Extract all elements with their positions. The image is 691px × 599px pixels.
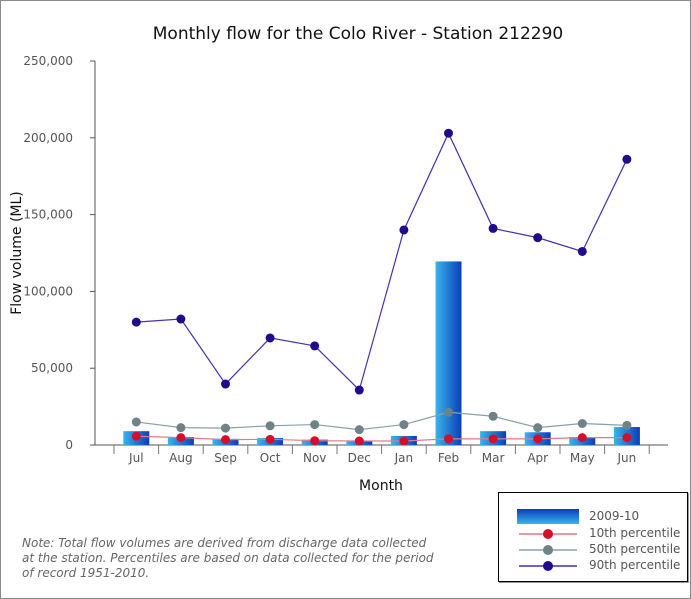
data-point [265,421,275,431]
x-tick-label: Oct [260,451,281,465]
data-point [176,423,186,433]
x-tick-label: Jan [394,451,414,465]
data-point [310,436,320,446]
data-point [533,423,543,433]
data-point [131,317,141,327]
series-line [136,435,627,442]
x-tick-label: Feb [438,451,459,465]
data-point [622,154,632,164]
data-point [533,233,543,243]
series-line [136,411,627,431]
data-point [221,423,230,433]
data-point [265,333,275,343]
bar-2009-10 [435,261,462,445]
x-axis-label: Month [359,478,403,494]
legend-label: 2009-10 [589,509,640,523]
data-point [310,420,320,430]
data-point [488,223,498,233]
data-point [533,434,543,444]
x-tick-label: Sep [214,451,237,465]
x-tick-label: Aug [169,451,192,465]
data-point [354,385,364,395]
x-tick-label: Jul [128,451,143,465]
legend-line-swatch [519,561,577,571]
data-point [399,420,409,430]
series-line [136,131,628,392]
chart-note: Note: Total flow volumes are derived fro… [22,536,434,580]
legend-item-50th: 50th percentile [509,542,684,558]
data-point [577,246,587,256]
data-point [622,420,632,430]
y-tick-label: 200,000 [23,131,73,145]
legend-item-10th: 10th percentile [509,526,684,542]
x-tick-label: Mar [482,451,505,465]
data-point [176,433,186,443]
y-tick-label: 50,000 [31,361,73,375]
data-point [577,418,587,428]
x-tick-label: Nov [303,451,326,465]
data-point [354,436,364,446]
x-tick-label: Jun [617,451,637,465]
data-point [444,434,453,444]
data-point [488,411,498,421]
data-point [399,225,409,235]
legend-line-swatch [519,545,577,555]
legend: 2009-10 10th percentile 50th percentile … [498,492,688,582]
legend-item-90th: 90th percentile [509,558,684,574]
data-point [176,314,186,324]
data-point [577,433,587,443]
legend-label: 50th percentile [589,542,681,556]
y-tick-label: 150,000 [23,208,73,222]
chart-title: Monthly flow for the Colo River - Statio… [153,24,564,44]
data-point [354,425,364,435]
data-point [131,431,141,441]
data-point [488,434,498,444]
data-point [221,379,230,389]
legend-label: 10th percentile [589,526,681,540]
y-tick-label: 100,000 [23,284,73,298]
legend-item-2009-10: 2009-10 [509,509,684,525]
legend-label: 90th percentile [589,558,681,572]
y-tick-label: 0 [65,438,73,452]
data-point [444,128,453,138]
data-point [265,434,275,444]
data-point [310,341,320,351]
legend-line-swatch [519,529,577,539]
y-tick-label: 250,000 [23,54,73,68]
y-axis-label: Flow volume (ML) [9,191,25,315]
x-tick-label: May [570,451,595,465]
data-point [622,433,632,443]
x-tick-label: Dec [348,451,371,465]
data-point [221,435,230,445]
data-point [131,417,141,427]
data-point [399,436,409,446]
data-point [444,407,453,417]
x-tick-label: Apr [527,451,548,465]
legend-bar-swatch [517,509,579,524]
